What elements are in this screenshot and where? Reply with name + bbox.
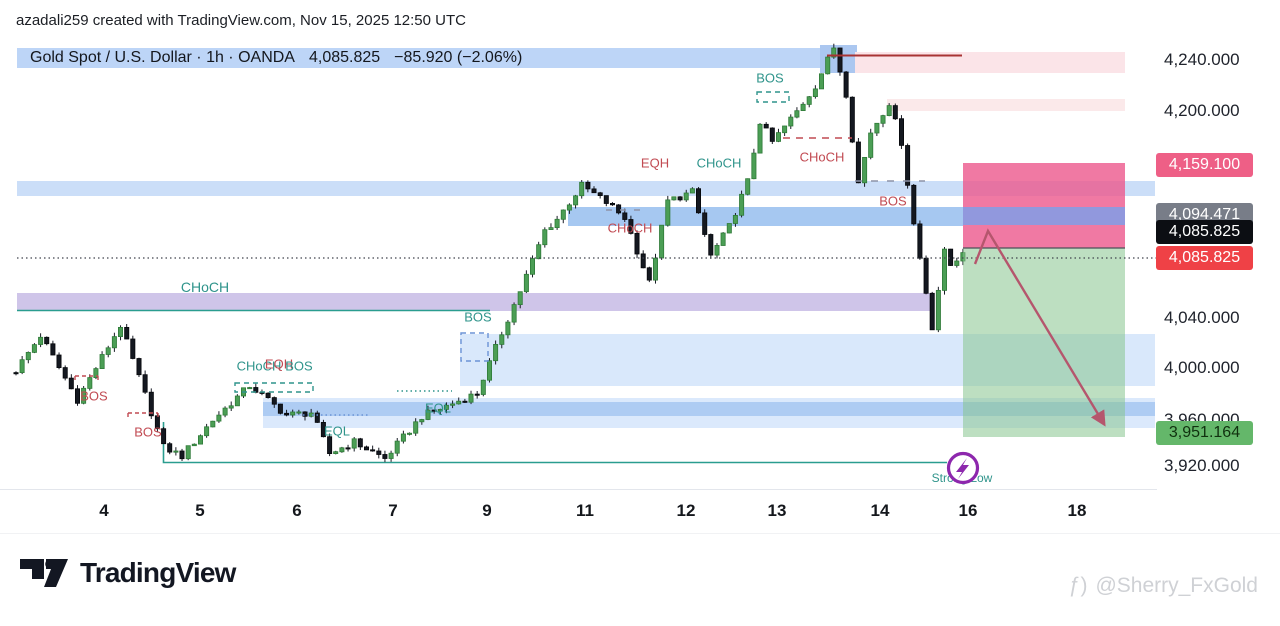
short-profit-zone[interactable] <box>963 248 1125 437</box>
structure-label-bos: BOS <box>464 309 492 325</box>
bearish-projection-arrow[interactable] <box>973 228 1106 427</box>
eql-band-mid[interactable] <box>263 402 1155 416</box>
footer-separator <box>0 533 1280 534</box>
dashed-bracket-marker[interactable] <box>127 410 159 417</box>
take-profit-price-badge: 3,951.164 <box>1156 421 1253 445</box>
band-4094-in-zone[interactable] <box>963 207 1125 225</box>
time-tick-label: 5 <box>195 501 205 520</box>
last-price-badge: 4,085.825 <box>1156 246 1253 270</box>
time-tick-label: 11 <box>576 501 594 520</box>
structure-label-bos: BOS <box>285 358 313 374</box>
structure-label-bos: BOS <box>134 424 162 440</box>
time-tick-label: 4 <box>99 501 109 520</box>
time-tick-label: 13 <box>767 501 787 520</box>
entry-price-badge: 4,085.825 <box>1156 220 1253 244</box>
watermark-icon: ƒ) <box>1068 574 1088 597</box>
symbol-last-price: 4,085.825 <box>308 49 381 66</box>
attribution-text: azadali259 created with TradingView.com,… <box>16 12 466 29</box>
time-tick-label: 14 <box>870 501 890 520</box>
structure-label-bos: BOS <box>879 193 907 209</box>
price-tick-label: 4,040.000 <box>1164 308 1240 327</box>
structure-label-bos: BOS <box>80 388 108 404</box>
watermark-handle: @Sherry_FxGold <box>1095 574 1258 597</box>
time-tick-label: 18 <box>1067 501 1087 520</box>
price-tick-label: 4,200.000 <box>1164 101 1240 120</box>
supply-band-top[interactable] <box>17 48 855 68</box>
dashed-box-marker[interactable] <box>234 382 314 393</box>
dashed-box-marker[interactable] <box>756 91 790 103</box>
structure-label-choch: CHoCH <box>799 149 845 165</box>
structure-label-eqh: EQH <box>264 356 294 372</box>
gray-price-badge: 4,094.471 <box>1156 203 1253 227</box>
symbol-change: −85.920 (−2.06%) <box>394 49 523 66</box>
time-tick-label: 9 <box>482 501 492 520</box>
symbol-legend[interactable]: Gold Spot / U.S. Dollar · 1h · OANDA 4,08… <box>30 49 522 67</box>
time-tick-label: 12 <box>676 501 696 520</box>
structure-label-eql: EQL <box>424 400 452 416</box>
pink-band-upper[interactable] <box>855 52 1125 73</box>
price-tick-label: 3,920.000 <box>1164 456 1240 475</box>
structure-label-eqh: EQH <box>640 155 670 171</box>
choch-purple-band[interactable] <box>17 293 932 311</box>
price-tick-label: 4,000.000 <box>1164 358 1240 377</box>
time-tick-label: 16 <box>958 501 978 520</box>
structure-label-choch: CHoCH <box>696 155 742 171</box>
tradingview-logo-text: TradingView <box>80 557 236 588</box>
structure-label-choch: CHoCH <box>180 279 230 295</box>
symbol-title: Gold Spot / U.S. Dollar · 1h · OANDA <box>30 49 295 66</box>
structure-label-choch: CHoCH <box>236 358 282 374</box>
tradingview-logo[interactable]: TradingView <box>20 556 236 590</box>
time-axis-separator <box>0 489 1157 490</box>
structure-label-choch: CHoCH <box>607 220 653 236</box>
dashed-bracket-marker[interactable] <box>74 373 99 380</box>
structure-label-eql: EQL <box>323 423 351 439</box>
author-watermark: ƒ) @Sherry_FxGold <box>1069 574 1258 598</box>
candlesticks[interactable] <box>13 43 966 463</box>
stop-loss-price-badge: 4,159.100 <box>1156 153 1253 177</box>
lightning-bolt-glyph <box>956 458 969 479</box>
dashed-box-marker[interactable] <box>460 332 489 362</box>
tradingview-logo-icon <box>20 559 68 587</box>
structure-label-bos: BOS <box>756 70 784 86</box>
time-tick-label: 6 <box>292 501 302 520</box>
pink-band-lower[interactable] <box>887 99 1125 111</box>
price-tick-label: 4,240.000 <box>1164 50 1240 69</box>
time-tick-label: 7 <box>388 501 398 520</box>
